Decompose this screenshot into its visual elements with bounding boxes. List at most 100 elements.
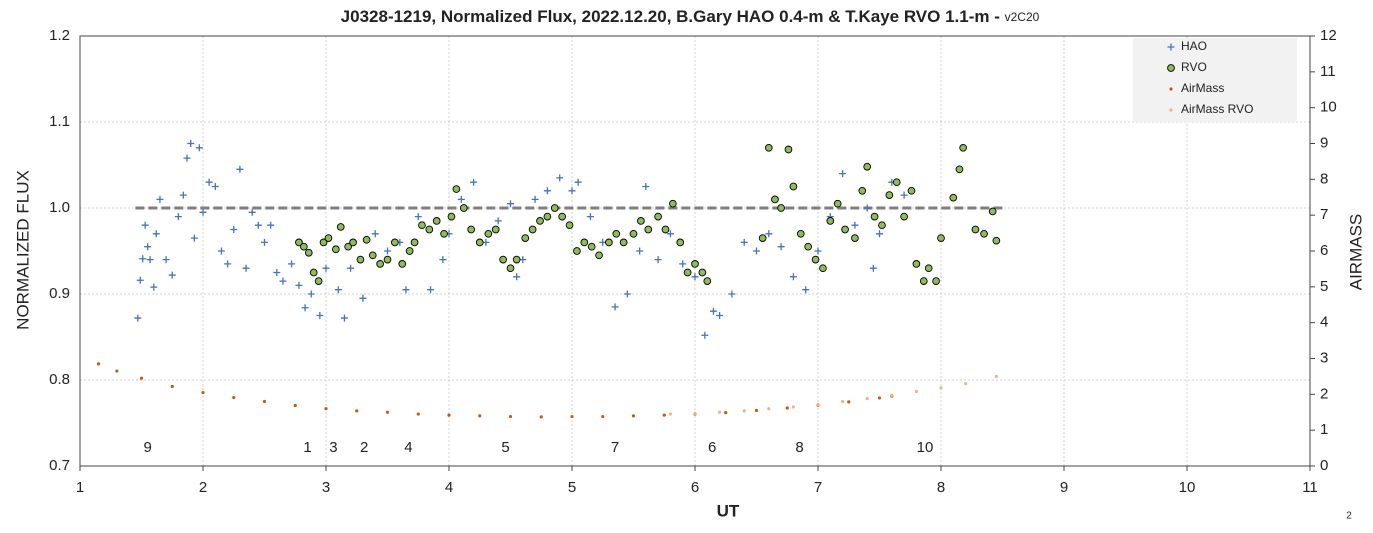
data-point (851, 234, 859, 242)
y2-axis-label: AIRMASS (1346, 214, 1365, 291)
data-point (890, 393, 894, 398)
y2-tick-label: 3 (1320, 349, 1328, 366)
data-point (402, 286, 410, 294)
data-point (295, 281, 303, 289)
y2-tick-label: 1 (1320, 421, 1328, 438)
data-point (907, 186, 916, 195)
data-point (201, 390, 205, 395)
data-point (847, 400, 851, 404)
data-point (543, 212, 552, 221)
data-point (512, 255, 521, 264)
data-point (816, 402, 820, 406)
data-point (819, 264, 827, 273)
data-point (611, 303, 619, 311)
data-point (459, 204, 468, 212)
data-point (347, 264, 355, 272)
data-point (701, 331, 709, 339)
data-point (242, 264, 250, 272)
data-point (728, 290, 736, 298)
data-point (612, 229, 621, 238)
y-tick-label: 1.2 (49, 27, 70, 44)
y2-tick-label: 11 (1320, 63, 1336, 80)
data-point (279, 277, 287, 285)
y-tick-label: 1.0 (49, 199, 70, 216)
data-point (804, 242, 813, 251)
data-point (550, 204, 559, 212)
data-point (764, 143, 773, 152)
data-point (570, 414, 574, 419)
data-point (96, 362, 101, 366)
data-point (156, 195, 164, 203)
data-point (669, 199, 677, 208)
data-point (536, 217, 544, 225)
data-point (452, 185, 461, 193)
data-point (418, 221, 426, 230)
x-tick-label: 11 (1302, 479, 1318, 496)
data-point (168, 271, 176, 279)
data-point (316, 312, 324, 319)
data-point (595, 251, 603, 260)
data-point (939, 386, 943, 390)
data-point (629, 229, 638, 238)
data-point (955, 165, 964, 174)
data-point (586, 213, 594, 221)
data-point (642, 183, 650, 190)
data-point (139, 255, 147, 263)
data-point (654, 256, 662, 264)
title-suffix: v2C20 (1005, 10, 1040, 24)
annotation: 3 (329, 439, 337, 456)
data-point (679, 260, 687, 268)
data-point (994, 374, 998, 379)
y-tick-label: 0.8 (49, 371, 70, 388)
data-point (863, 162, 872, 171)
data-point (870, 212, 879, 221)
data-point (309, 268, 318, 277)
data-point (267, 221, 275, 229)
data-point (183, 154, 191, 162)
data-point (293, 403, 297, 408)
data-point (507, 200, 514, 208)
data-point (724, 411, 728, 415)
data-point (565, 221, 574, 230)
annotation: 10 (917, 439, 934, 456)
data-point (676, 238, 685, 247)
data-point (539, 415, 543, 419)
data-point (580, 238, 589, 247)
data-point (236, 165, 244, 173)
data-point (693, 411, 697, 415)
annotation: 7 (611, 439, 619, 456)
data-point (384, 247, 391, 255)
data-point (668, 412, 673, 416)
data-point (376, 260, 384, 268)
data-point (865, 397, 869, 401)
data-point (623, 290, 631, 298)
data-point (573, 247, 581, 255)
data-point (331, 245, 340, 254)
data-point (924, 264, 933, 273)
data-point (440, 229, 448, 238)
data-point (170, 384, 174, 389)
annotation: 6 (708, 439, 716, 456)
data-point (528, 225, 537, 234)
data-point (900, 191, 908, 199)
data-point (355, 409, 359, 413)
annotation: 5 (501, 439, 509, 456)
data-point (742, 409, 746, 413)
y-tick-label: 0.7 (49, 457, 70, 474)
data-point (785, 406, 789, 410)
data-point (211, 183, 219, 190)
data-point (349, 238, 357, 247)
data-point (758, 234, 767, 242)
data-point (814, 247, 822, 255)
data-point (703, 277, 712, 285)
data-point (914, 389, 919, 394)
data-point (839, 170, 847, 178)
data-point (439, 256, 447, 264)
data-point (841, 399, 845, 404)
x-axis-label: UT (717, 501, 740, 520)
data-point (484, 229, 493, 238)
annotation: 2 (360, 439, 368, 456)
data-point (478, 414, 482, 418)
x-tick-label: 4 (445, 479, 453, 496)
